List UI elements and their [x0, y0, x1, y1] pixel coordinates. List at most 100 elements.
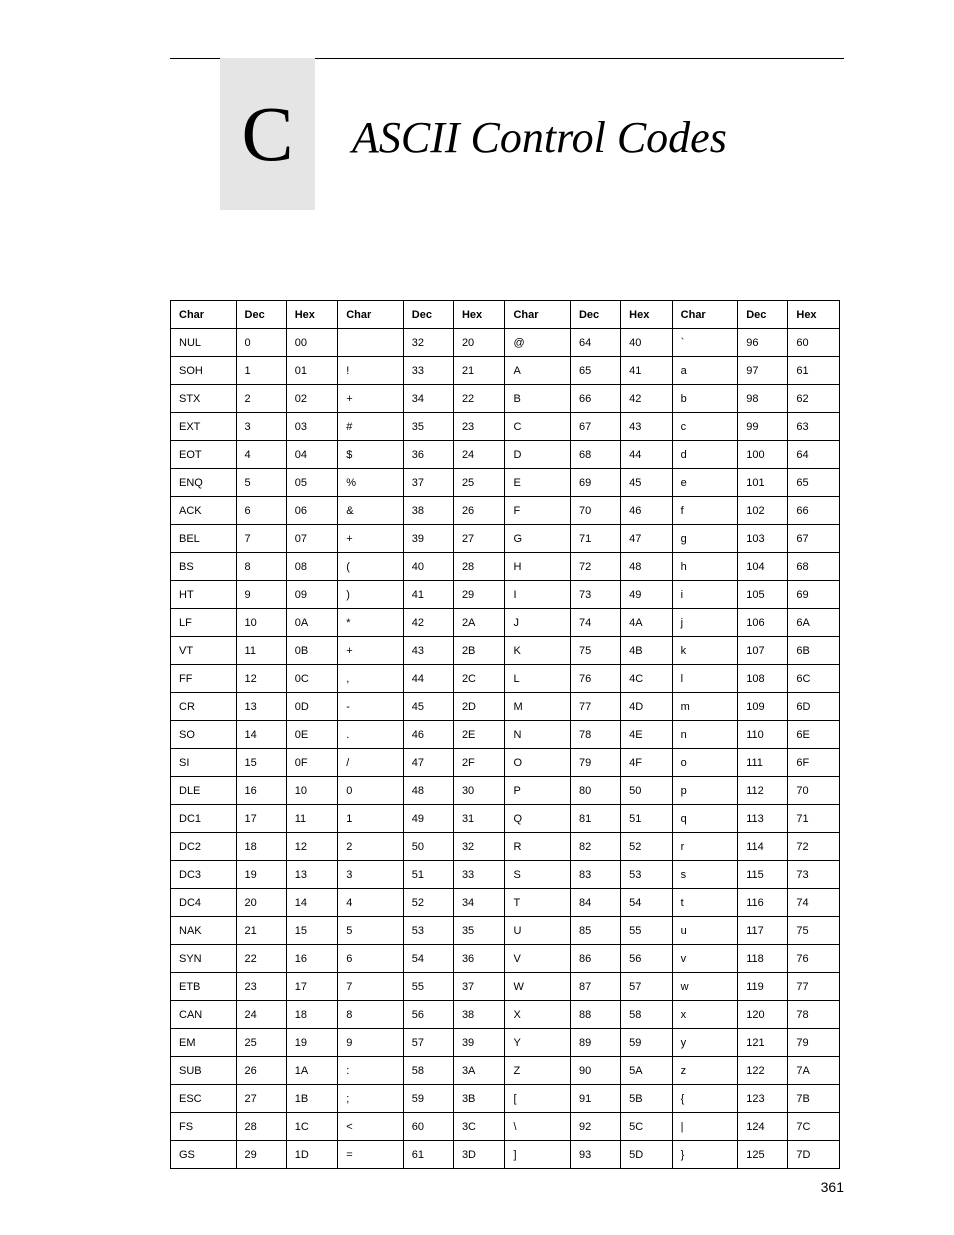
- table-cell: 4A: [621, 609, 673, 637]
- table-cell: 7C: [788, 1113, 840, 1141]
- table-cell: 3D: [453, 1141, 505, 1169]
- table-cell: 122: [738, 1057, 788, 1085]
- table-cell: 10: [236, 609, 286, 637]
- page-number: 361: [821, 1179, 844, 1195]
- table-cell: ETB: [171, 973, 237, 1001]
- table-cell: 2E: [453, 721, 505, 749]
- table-cell: 41: [403, 581, 453, 609]
- table-cell: 38: [403, 497, 453, 525]
- table-cell: 97: [738, 357, 788, 385]
- table-row: LF100A*422AJ744Aj1066A: [171, 609, 840, 637]
- table-cell: 49: [403, 805, 453, 833]
- table-cell: 21: [453, 357, 505, 385]
- table-cell: 93: [570, 1141, 620, 1169]
- table-cell: 28: [453, 553, 505, 581]
- table-cell: 12: [286, 833, 338, 861]
- table-cell: %: [338, 469, 404, 497]
- table-cell: 117: [738, 917, 788, 945]
- table-cell: |: [672, 1113, 738, 1141]
- table-head: CharDecHexCharDecHexCharDecHexCharDecHex: [171, 301, 840, 329]
- table-cell: 02: [286, 385, 338, 413]
- table-cell: 57: [621, 973, 673, 1001]
- table-cell: C: [505, 413, 571, 441]
- table-cell: 6: [236, 497, 286, 525]
- table-cell: ;: [338, 1085, 404, 1113]
- table-cell: 47: [621, 525, 673, 553]
- table-cell: EM: [171, 1029, 237, 1057]
- table-cell: O: [505, 749, 571, 777]
- table-cell: 0B: [286, 637, 338, 665]
- table-cell: 59: [621, 1029, 673, 1057]
- table-row: BEL707+3927G7147g10367: [171, 525, 840, 553]
- table-cell: 52: [621, 833, 673, 861]
- table-cell: 32: [403, 329, 453, 357]
- table-cell: z: [672, 1057, 738, 1085]
- table-cell: R: [505, 833, 571, 861]
- table-cell: 38: [453, 1001, 505, 1029]
- table-cell: n: [672, 721, 738, 749]
- table-cell: BEL: [171, 525, 237, 553]
- table-cell: 103: [738, 525, 788, 553]
- table-cell: 01: [286, 357, 338, 385]
- table-cell: 6F: [788, 749, 840, 777]
- table-cell: 53: [403, 917, 453, 945]
- table-cell: 63: [788, 413, 840, 441]
- table-cell: 2B: [453, 637, 505, 665]
- table-cell: 36: [453, 945, 505, 973]
- table-cell: 56: [403, 1001, 453, 1029]
- table-cell: t: [672, 889, 738, 917]
- table-cell: 26: [453, 497, 505, 525]
- table-cell: 64: [570, 329, 620, 357]
- table-cell: 17: [286, 973, 338, 1001]
- table-cell: 32: [453, 833, 505, 861]
- table-cell: F: [505, 497, 571, 525]
- table-cell: L: [505, 665, 571, 693]
- table-cell: 19: [286, 1029, 338, 1057]
- table-cell: 112: [738, 777, 788, 805]
- table-cell: +: [338, 385, 404, 413]
- table-cell: I: [505, 581, 571, 609]
- table-cell: k: [672, 637, 738, 665]
- table-cell: 5D: [621, 1141, 673, 1169]
- table-cell: 48: [403, 777, 453, 805]
- table-cell: 3: [338, 861, 404, 889]
- table-cell: 4: [236, 441, 286, 469]
- table-cell: 69: [570, 469, 620, 497]
- table-row: NAK211555335U8555u11775: [171, 917, 840, 945]
- table-cell: 44: [621, 441, 673, 469]
- table-cell: 5: [236, 469, 286, 497]
- table-cell: 09: [286, 581, 338, 609]
- table-cell: P: [505, 777, 571, 805]
- table-cell: 35: [453, 917, 505, 945]
- table-cell: j: [672, 609, 738, 637]
- table-cell: 43: [621, 413, 673, 441]
- table-cell: 51: [621, 805, 673, 833]
- table-cell: 16: [286, 945, 338, 973]
- table-row: HT909)4129I7349i10569: [171, 581, 840, 609]
- table-cell: [338, 329, 404, 357]
- table-cell: SI: [171, 749, 237, 777]
- table-cell: 42: [403, 609, 453, 637]
- table-cell: 119: [738, 973, 788, 1001]
- table-cell: 55: [403, 973, 453, 1001]
- table-header-cell: Dec: [403, 301, 453, 329]
- page: C ASCII Control Codes CharDecHexCharDecH…: [0, 0, 954, 1235]
- table-header-cell: Char: [505, 301, 571, 329]
- table-header-row: CharDecHexCharDecHexCharDecHexCharDecHex: [171, 301, 840, 329]
- table-cell: 34: [453, 889, 505, 917]
- table-cell: 24: [236, 1001, 286, 1029]
- chapter-letter: C: [241, 95, 293, 173]
- table-cell: 71: [570, 525, 620, 553]
- table-cell: VT: [171, 637, 237, 665]
- table-cell: f: [672, 497, 738, 525]
- table-cell: GS: [171, 1141, 237, 1169]
- table-cell: 3B: [453, 1085, 505, 1113]
- table-cell: 13: [286, 861, 338, 889]
- table-cell: $: [338, 441, 404, 469]
- table-row: CAN241885638X8858x12078: [171, 1001, 840, 1029]
- table-cell: 115: [738, 861, 788, 889]
- table-cell: 102: [738, 497, 788, 525]
- table-row: SUB261A:583AZ905Az1227A: [171, 1057, 840, 1085]
- table-cell: 9: [236, 581, 286, 609]
- table-cell: 49: [621, 581, 673, 609]
